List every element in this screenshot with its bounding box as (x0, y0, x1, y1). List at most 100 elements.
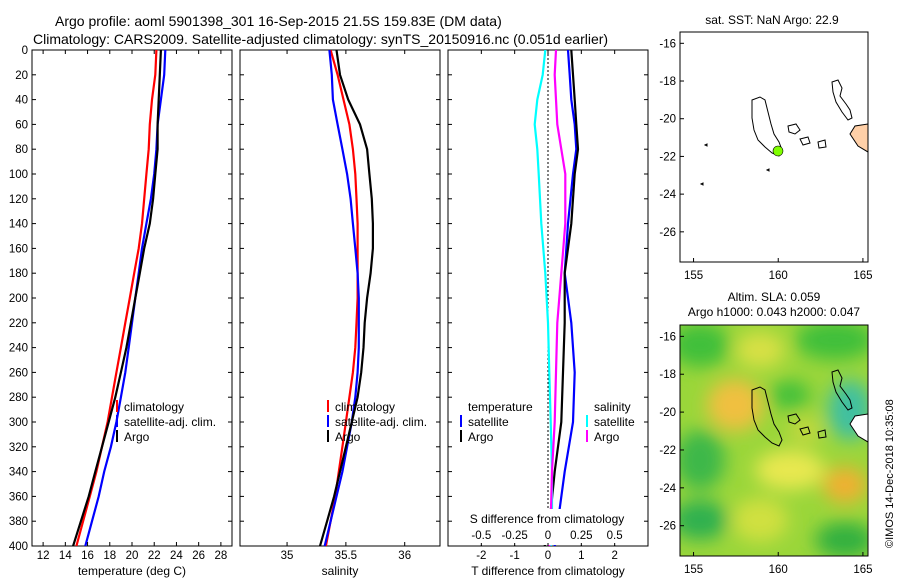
series-t-argo (543, 50, 580, 546)
lat-tick-label: -18 (659, 369, 676, 381)
lat-tick-label: -18 (659, 76, 676, 88)
depth-tick-label: 20 (15, 70, 28, 82)
legend-climatology: climatology (335, 400, 395, 414)
lat-tick-label: -24 (659, 189, 676, 201)
lat-tick-label: -22 (659, 151, 676, 163)
depth-tick-label: 280 (9, 392, 28, 404)
difference-x-label: T difference from climatology (471, 564, 625, 578)
lat-tick-label: -22 (659, 445, 676, 457)
lat-tick-label: -16 (659, 331, 676, 343)
x-tick-label: 22 (148, 550, 161, 562)
lon-tick-label: 160 (769, 270, 788, 282)
legend-salinity-title: salinity (594, 400, 631, 414)
imos-watermark: ©IMOS 14-Dec-2018 10:35:08 (884, 399, 896, 548)
legend-t-argo: Argo (468, 430, 494, 444)
legend-s-satellite: satellite (594, 415, 635, 429)
lon-tick-label: 155 (684, 564, 703, 576)
depth-tick-label: 300 (9, 417, 28, 429)
loyalty-islands (787, 123, 827, 149)
depth-tick-label: 0 (22, 45, 28, 57)
legend-s-argo: Argo (594, 430, 620, 444)
s-tick-label: 0.25 (570, 530, 592, 542)
depth-tick-label: 380 (9, 516, 28, 528)
series-satellite-adj-clim- (323, 50, 360, 546)
legend-argo: Argo (335, 430, 361, 444)
figure-title-line1: Argo profile: aoml 5901398_301 16-Sep-20… (55, 13, 502, 29)
legend-argo: Argo (124, 430, 150, 444)
sst-map-axes: 155 160 165 -16 -18 -20 -22 -24 -26 (659, 38, 872, 282)
legend-temperature-title: temperature (468, 400, 533, 414)
x-tick-label: -1 (510, 550, 520, 562)
depth-axis: 0 20 40 60 80 100 120 140 160 180 200 220 240 260 280 3… (9, 45, 648, 553)
x-tick-label: -2 (476, 550, 486, 562)
sst-map-frame (679, 31, 869, 263)
depth-tick-label: 100 (9, 169, 28, 181)
temperature-plot (72, 50, 167, 546)
lat-tick-label: -20 (659, 407, 676, 419)
x-tick-label: 28 (214, 550, 227, 562)
temperature-x-label: temperature (deg C) (78, 564, 186, 578)
x-tick-label: 2 (611, 550, 617, 562)
x-tick-label: 24 (170, 550, 183, 562)
x-tick-label: 18 (103, 550, 116, 562)
x-tick-label: 0 (545, 550, 551, 562)
x-tick-label: 26 (192, 550, 205, 562)
s-difference-label: S difference from climatology (470, 512, 625, 526)
depth-tick-label: 180 (9, 268, 28, 280)
temperature-panel (31, 49, 233, 547)
depth-tick-label: 260 (9, 367, 28, 379)
depth-tick-label: 340 (9, 467, 28, 479)
series-s-argo (548, 50, 567, 546)
sla-map-frame (679, 324, 869, 557)
s-difference-ticks: -0.5 -0.25 0 0.25 0.5 (471, 530, 623, 546)
temperature-legend: climatology satellite-adj. clim. Argo (116, 400, 216, 444)
vanuatu-coast (831, 79, 853, 121)
legend-t-satellite: satellite (468, 415, 509, 429)
legend-satellite-adj: satellite-adj. clim. (335, 415, 427, 429)
series-argo (72, 50, 162, 546)
sla-map-title-2: Argo h1000: 0.043 h2000: 0.047 (688, 305, 860, 319)
lon-tick-label: 160 (769, 564, 788, 576)
lat-tick-label: -26 (659, 521, 676, 533)
x-tick-label: 35 (281, 550, 294, 562)
lon-tick-label: 165 (853, 270, 872, 282)
argo-position-marker-sst (772, 145, 784, 157)
salinity-x-label: salinity (322, 564, 359, 578)
salinity-x-axis: 35 35.5 36 (281, 50, 411, 562)
depth-tick-label: 160 (9, 243, 28, 255)
lon-tick-label: 165 (853, 564, 872, 576)
series-climatology (324, 50, 359, 546)
small-islet (699, 143, 770, 186)
depth-tick-label: 200 (9, 293, 28, 305)
salinity-plot (318, 50, 374, 546)
land-right (849, 123, 868, 153)
depth-tick-label: 240 (9, 343, 28, 355)
x-tick-label: 36 (398, 550, 411, 562)
x-tick-label: 14 (59, 550, 72, 562)
x-tick-label: 16 (81, 550, 94, 562)
x-tick-label: 1 (578, 550, 584, 562)
series-argo (318, 50, 374, 546)
legend-climatology: climatology (124, 400, 184, 414)
s-tick-label: 0 (545, 530, 551, 542)
lon-tick-label: 155 (684, 270, 703, 282)
x-tick-label: 12 (37, 550, 50, 562)
x-tick-label: 35.5 (335, 550, 357, 562)
depth-tick-label: 360 (9, 491, 28, 503)
difference-plot (533, 50, 580, 546)
sla-map-axes: 155 160 165 -16 -18 -20 -22 -24 -26 (659, 331, 872, 576)
sla-map-title-1: Altim. SLA: 0.059 (728, 290, 821, 304)
salinity-legend: climatology satellite-adj. clim. Argo (327, 400, 427, 444)
figure-title-line2: Climatology: CARS2009. Satellite-adjuste… (33, 31, 608, 47)
x-tick-label: 20 (126, 550, 139, 562)
depth-tick-label: 400 (9, 541, 28, 553)
lat-tick-label: -16 (659, 38, 676, 50)
lat-tick-label: -20 (659, 114, 676, 126)
depth-tick-label: 140 (9, 219, 28, 231)
depth-tick-label: 60 (15, 119, 28, 131)
depth-tick-label: 220 (9, 318, 28, 330)
sst-map-title: sat. SST: NaN Argo: 22.9 (705, 13, 839, 27)
depth-tick-label: 120 (9, 194, 28, 206)
s-tick-label: 0.5 (607, 530, 623, 542)
